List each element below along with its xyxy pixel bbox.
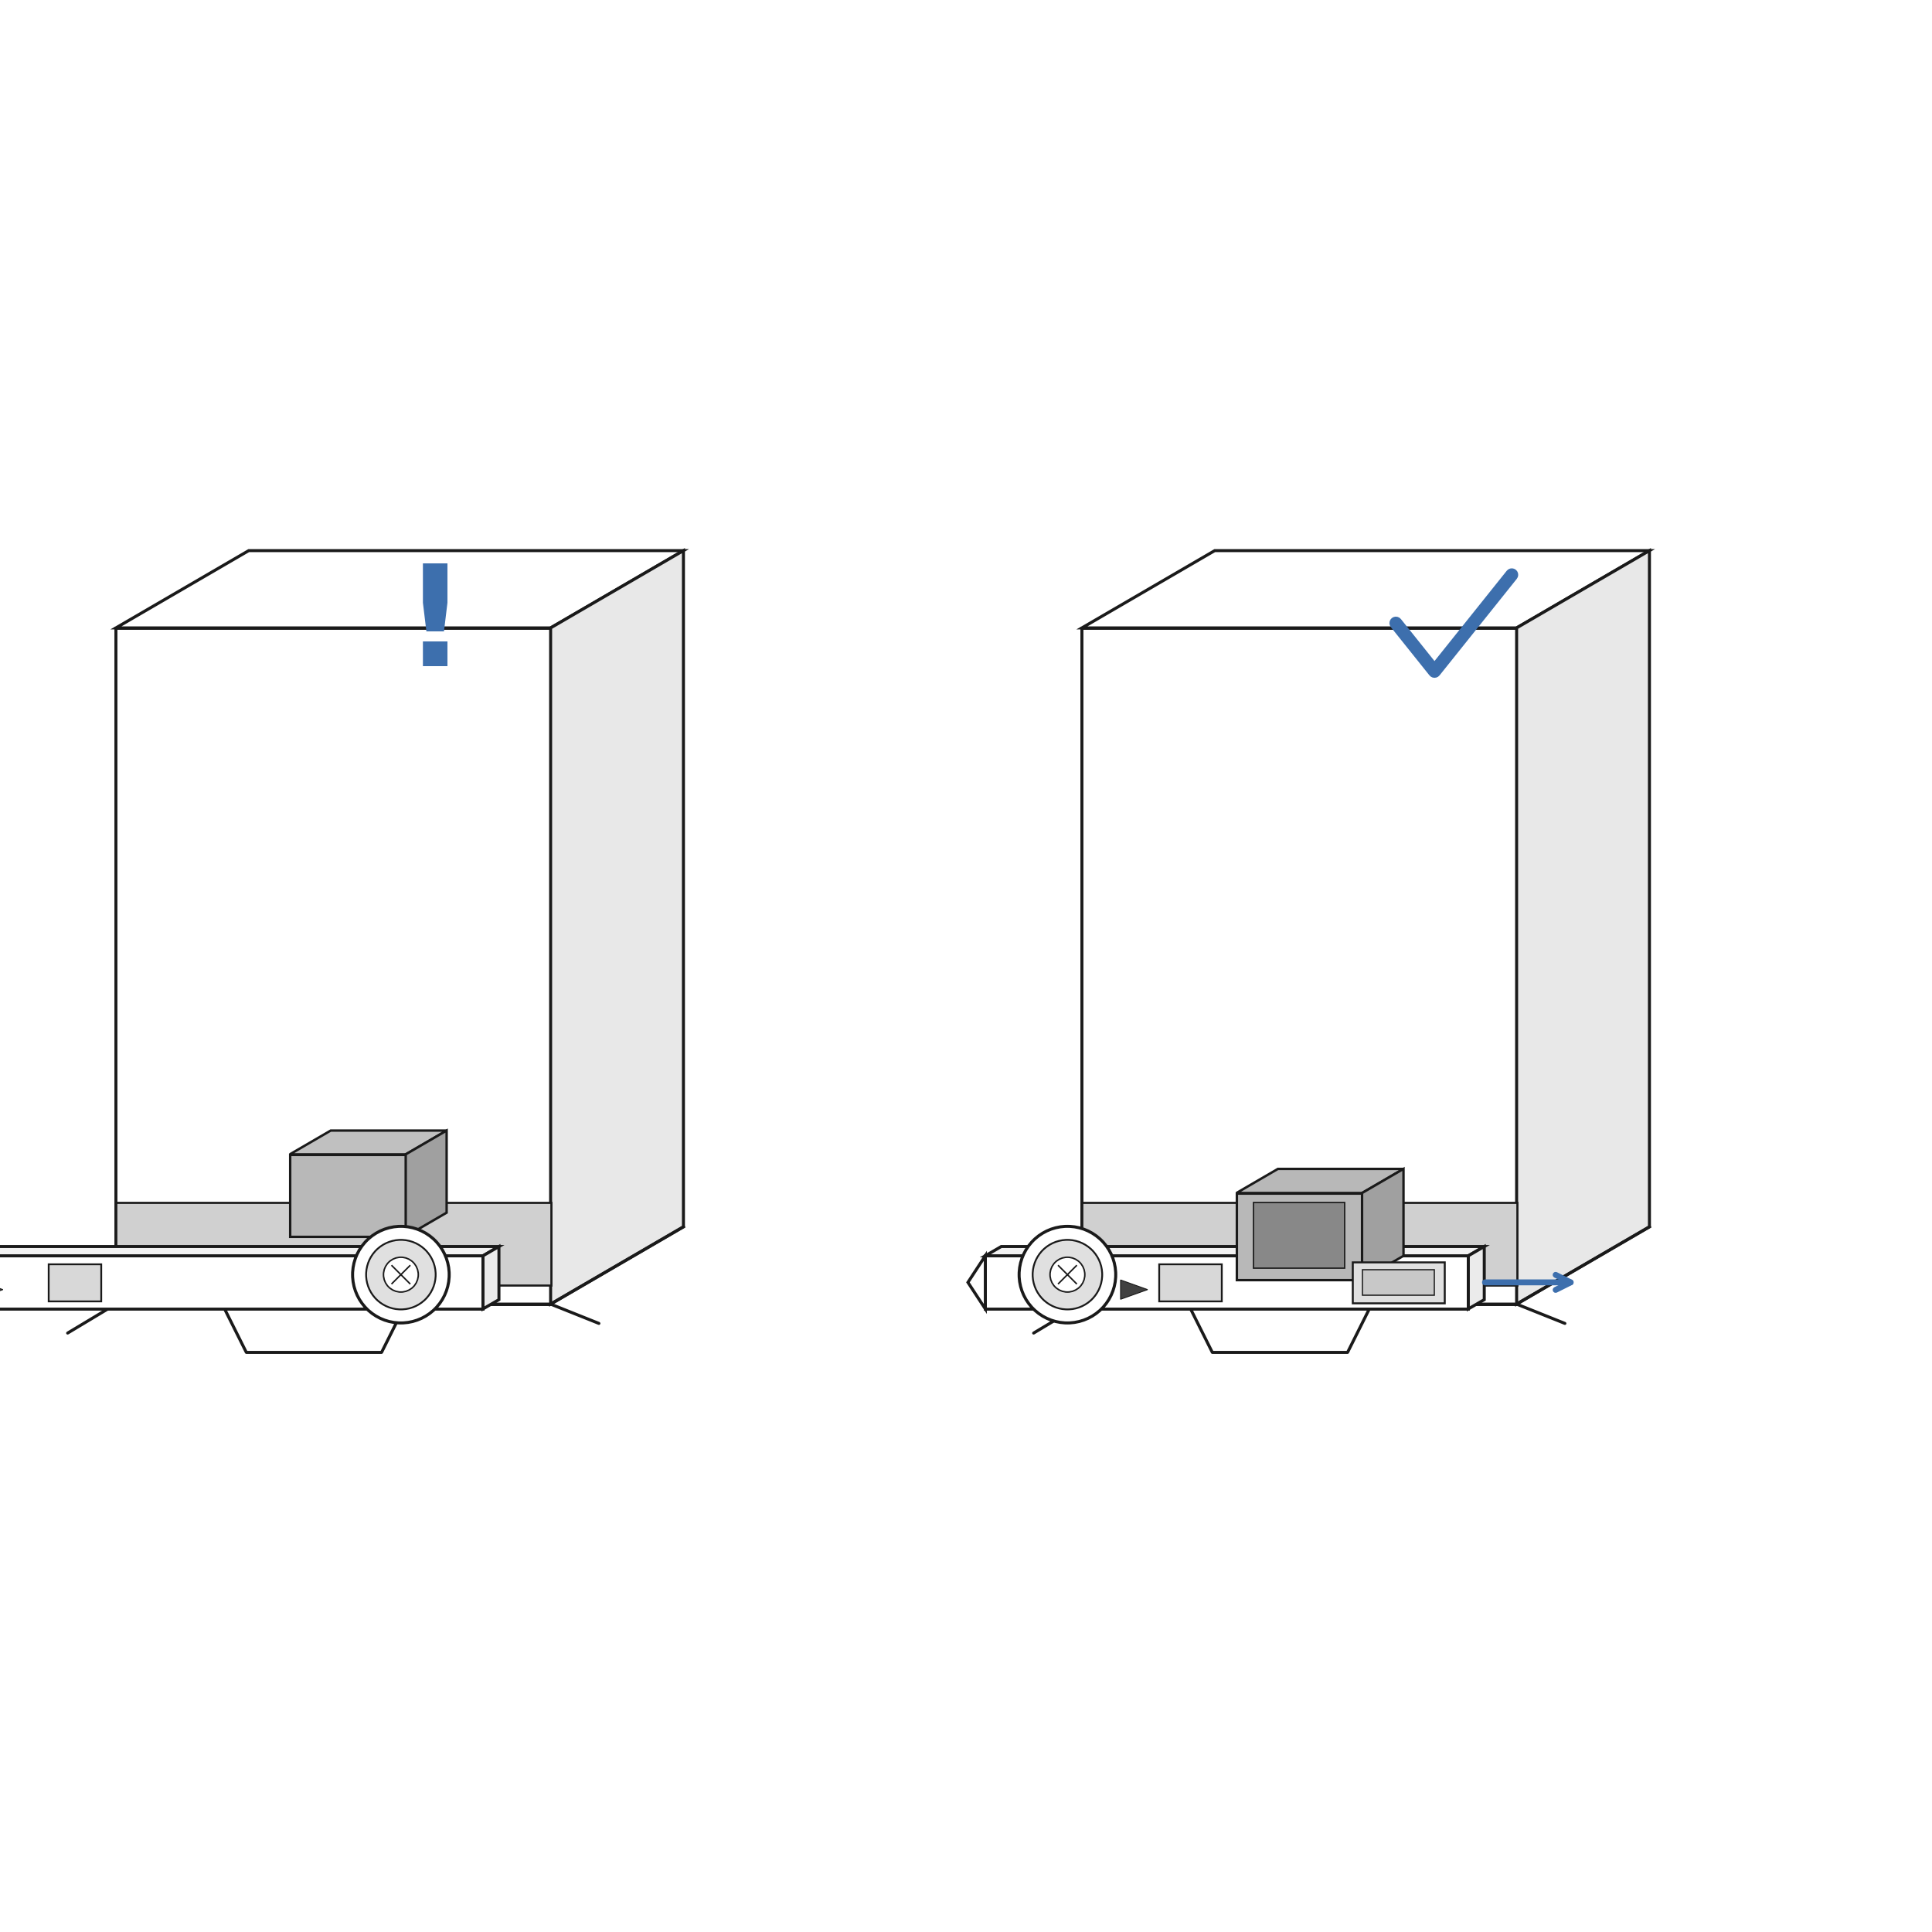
Polygon shape [551, 551, 684, 1304]
Polygon shape [1352, 1262, 1445, 1302]
Polygon shape [116, 1202, 551, 1285]
Circle shape [1032, 1240, 1101, 1310]
Polygon shape [985, 1256, 1468, 1310]
Polygon shape [290, 1130, 446, 1153]
Circle shape [352, 1227, 448, 1323]
Polygon shape [1082, 551, 1650, 628]
Polygon shape [1254, 1202, 1345, 1267]
Polygon shape [1517, 551, 1650, 1304]
Polygon shape [1121, 1279, 1148, 1298]
Polygon shape [0, 1246, 498, 1256]
Polygon shape [1159, 1264, 1223, 1302]
Polygon shape [985, 1246, 1484, 1256]
Polygon shape [1082, 1202, 1517, 1285]
Polygon shape [1468, 1246, 1484, 1310]
Circle shape [367, 1240, 437, 1310]
Polygon shape [1362, 1169, 1403, 1279]
Polygon shape [0, 1256, 483, 1310]
Polygon shape [1236, 1192, 1362, 1279]
Polygon shape [48, 1264, 102, 1302]
Polygon shape [290, 1153, 406, 1236]
Circle shape [1020, 1227, 1115, 1323]
Polygon shape [1362, 1269, 1434, 1294]
Polygon shape [1236, 1169, 1403, 1192]
Text: !: ! [404, 560, 466, 696]
Polygon shape [968, 1256, 985, 1310]
Polygon shape [116, 628, 551, 1304]
Polygon shape [116, 551, 684, 628]
Polygon shape [0, 1279, 4, 1298]
Circle shape [383, 1258, 417, 1293]
Polygon shape [483, 1246, 498, 1310]
Polygon shape [406, 1130, 446, 1236]
Circle shape [1051, 1258, 1084, 1293]
Polygon shape [1082, 628, 1517, 1304]
